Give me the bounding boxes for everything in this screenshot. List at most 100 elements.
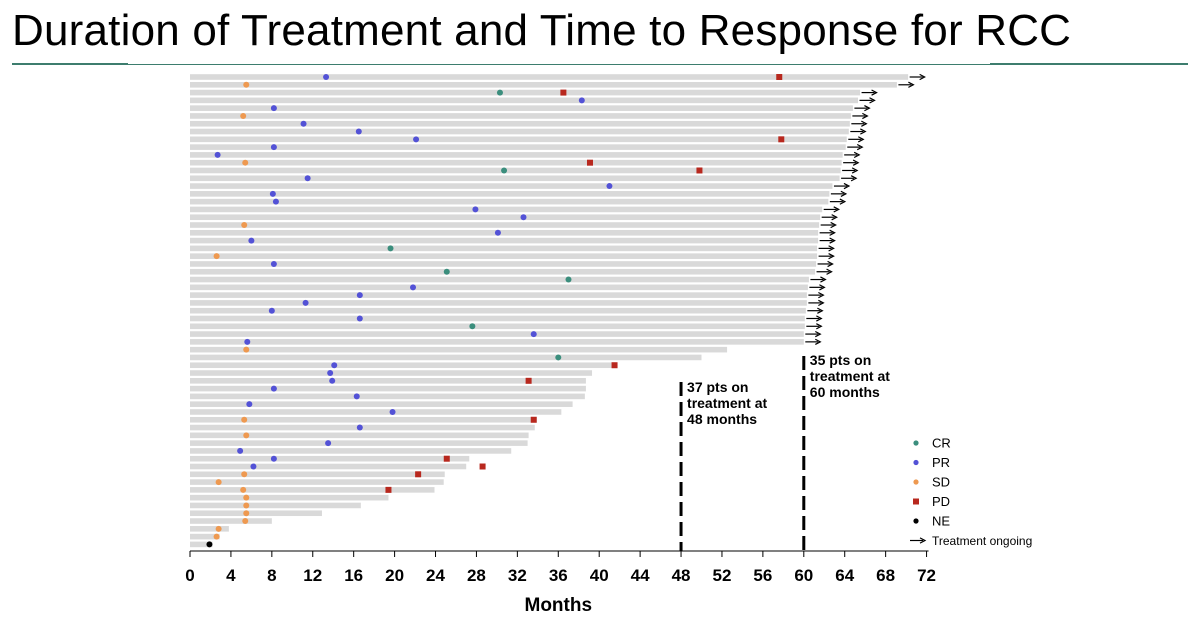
response-marker-sd	[243, 510, 250, 517]
patient-bar	[190, 354, 702, 361]
response-marker-pr	[356, 315, 363, 322]
arrow-head	[828, 245, 835, 252]
response-marker-sd	[243, 494, 250, 501]
patient-bar	[190, 191, 830, 197]
title-rule-left	[12, 63, 128, 65]
patient-bar	[190, 237, 819, 244]
response-marker-sd	[213, 533, 220, 540]
patient-bar	[190, 81, 897, 88]
patient-bar	[190, 494, 389, 501]
response-marker-sd	[241, 471, 248, 478]
response-marker-sd	[213, 253, 220, 260]
patient-bar	[190, 268, 816, 275]
patient-bar	[190, 159, 842, 166]
x-tick-label: 32	[508, 566, 527, 585]
response-marker-cr	[496, 89, 503, 96]
arrow-head	[826, 268, 833, 275]
patient-bar	[190, 97, 859, 104]
legend-marker-ne	[913, 518, 919, 524]
response-marker-pr	[270, 455, 277, 462]
patient-bar	[190, 315, 805, 322]
ongoing-arrow	[859, 97, 876, 104]
arrow-head	[851, 167, 859, 174]
patient-bar	[190, 167, 841, 174]
response-marker-pr	[270, 385, 277, 392]
arrow-head	[827, 260, 834, 268]
ongoing-arrow	[818, 253, 835, 260]
x-tick-label: 28	[467, 566, 486, 585]
response-marker-pr	[270, 260, 277, 267]
legend-marker-pd	[913, 498, 919, 505]
patient-bar	[190, 152, 843, 158]
marker-layer	[206, 74, 785, 548]
response-marker-sd	[243, 81, 250, 88]
x-tick-label: 24	[426, 566, 445, 585]
ongoing-arrow	[821, 214, 838, 221]
pd-marker	[385, 486, 392, 493]
legend-marker-ongoing	[910, 537, 927, 544]
pd-marker	[479, 463, 486, 470]
response-marker-sd	[242, 518, 249, 525]
ongoing-arrow	[847, 143, 864, 151]
pd-marker	[443, 455, 450, 462]
ongoing-arrow	[817, 260, 834, 268]
patient-bar	[190, 331, 804, 337]
patient-bar	[190, 105, 853, 111]
ongoing-arrow	[854, 105, 871, 112]
x-tick-label: 8	[267, 566, 276, 585]
response-marker-pr	[389, 408, 396, 415]
response-marker-sd	[241, 416, 248, 423]
ongoing-arrow	[851, 120, 868, 127]
ongoing-arrow	[843, 159, 860, 166]
x-tick-label: 56	[753, 566, 772, 585]
response-marker-ne	[206, 541, 213, 548]
patient-bar	[190, 276, 809, 283]
response-marker-pr	[578, 97, 585, 104]
ongoing-arrow-layer	[805, 73, 926, 345]
arrow-head	[819, 284, 826, 291]
response-marker-pr	[300, 120, 307, 127]
legend: CR PR SD PD NE Treatment ongoing	[910, 436, 1032, 548]
patient-bar	[190, 432, 529, 439]
response-marker-cr	[469, 323, 476, 330]
arrow-head	[869, 97, 876, 104]
patient-bar	[190, 292, 807, 298]
ongoing-arrow	[805, 330, 822, 338]
arrow-head	[871, 89, 878, 96]
x-tick-label: 16	[344, 566, 363, 585]
ongoing-arrow	[808, 291, 825, 299]
response-marker-pr	[325, 440, 332, 447]
arrow-head	[852, 159, 860, 166]
reference-label-48: 48 months	[687, 411, 757, 427]
reference-label-60: 60 months	[810, 384, 880, 400]
ongoing-arrow	[820, 221, 837, 229]
legend-label-pr: PR	[932, 455, 950, 470]
ongoing-arrow	[842, 167, 859, 174]
arrow-head	[908, 81, 915, 88]
arrow-head	[864, 105, 871, 112]
patient-bar	[190, 526, 229, 532]
legend-marker-pr	[913, 459, 919, 466]
page-title: Duration of Treatment and Time to Respon…	[12, 6, 1072, 55]
response-marker-pr	[323, 74, 330, 80]
patient-bar	[190, 346, 728, 353]
arrow-head	[818, 291, 825, 299]
patient-bar	[190, 253, 818, 259]
legend-label-pd: PD	[932, 494, 950, 509]
patient-bar	[190, 362, 615, 369]
reference-label-60: treatment at	[810, 368, 890, 384]
ongoing-arrow	[848, 136, 865, 143]
arrow-head	[839, 198, 847, 205]
response-marker-pr	[268, 307, 275, 314]
ongoing-arrow	[818, 245, 835, 252]
response-marker-pr	[353, 393, 360, 400]
x-tick-label: 72	[917, 566, 936, 585]
legend-label-ongoing: Treatment ongoing	[932, 534, 1032, 548]
patient-bar	[190, 175, 840, 182]
x-tick-label: 60	[794, 566, 813, 585]
response-marker-pr	[250, 463, 257, 470]
response-marker-pr	[355, 128, 362, 135]
response-marker-pr	[356, 424, 363, 431]
response-marker-sd	[241, 222, 248, 229]
